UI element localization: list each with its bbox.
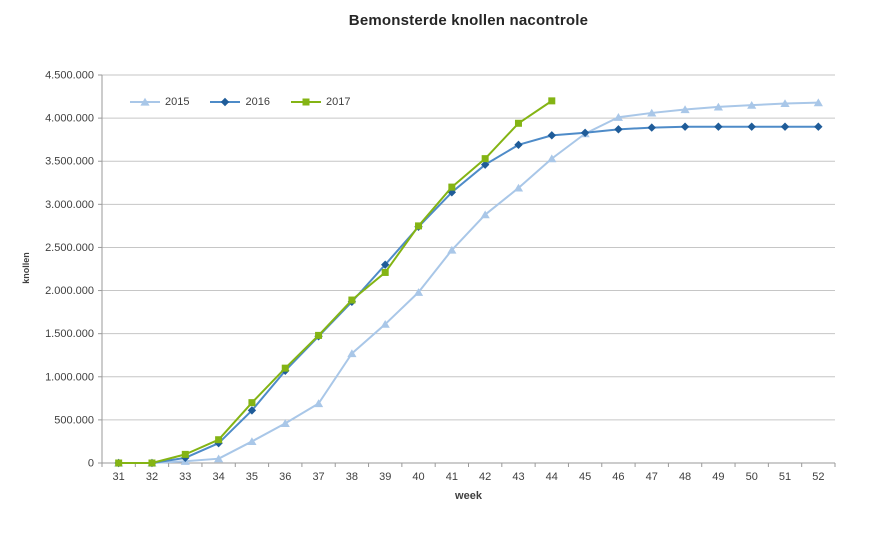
x-tick-label: 36 [279,471,291,483]
series-2016-marker [747,122,756,131]
x-tick-label: 41 [446,471,458,483]
legend: 2015 2016 2017 [130,96,350,108]
series-2016-marker [647,123,656,132]
series-2015-marker [480,210,490,219]
series-2017-marker [548,97,556,105]
series-2015-marker [647,108,657,117]
series-2017-marker [148,459,156,467]
series-2015-marker [780,99,790,108]
series-2016-marker [614,125,623,134]
series-2017-marker [481,155,489,163]
legend-item-2015: 2015 [130,96,189,108]
x-tick-label: 44 [546,471,558,483]
y-tick-label: 1.500.000 [45,328,94,340]
x-tick-label: 38 [346,471,358,483]
chart-title: Bemonsterde knollen nacontrole [348,12,589,29]
series-2017-marker [514,119,522,127]
x-tick-label: 34 [212,471,224,483]
x-tick-label: 33 [179,471,191,483]
series-2015-marker [513,183,524,192]
x-tick-label: 45 [579,471,591,483]
series-2015-marker [613,113,624,121]
series-2015-line [118,101,819,464]
x-tick-label: 50 [746,471,758,483]
series-2016-marker [514,140,523,150]
series-2015-marker [447,245,457,254]
x-tick-label: 37 [312,471,324,483]
legend-item-2016: 2016 [210,96,270,108]
series-2017-marker [381,268,389,276]
legend-marker-diamond-icon [210,97,241,107]
series-2015-marker [813,98,823,107]
legend-item-2017: 2017 [290,96,351,108]
legend-label: 2015 [165,96,190,108]
y-tick-label: 4.000.000 [45,113,94,125]
x-tick-label: 52 [812,471,824,483]
series-2016-marker [714,122,723,131]
series-2016-marker [480,160,490,169]
x-tick-label: 49 [712,471,724,483]
x-tick-label: 32 [146,471,158,483]
x-tick-label: 42 [479,471,491,483]
series-2015-marker [547,154,557,163]
series-2015-marker [247,437,257,446]
series-2016-line [118,125,819,464]
y-tick-label: 3.000.000 [45,199,94,211]
y-axis-title: knollen [21,252,31,284]
x-tick-label: 46 [612,471,624,483]
x-tick-label: 51 [779,471,791,483]
series-2017-marker [415,222,423,230]
series-2015-marker [313,399,324,408]
series-2016-marker [580,128,590,137]
series-2015-marker [713,102,723,111]
series-2017-marker [115,459,123,467]
series-2017-marker [281,364,289,372]
series-2015-marker [347,349,357,358]
x-tick-label: 43 [512,471,524,483]
series-2017-marker [215,436,223,444]
legend-marker-triangle-icon [130,97,160,106]
y-tick-label: 2.500.000 [45,242,94,254]
y-tick-label: 4.500.000 [45,70,94,82]
x-tick-label: 47 [646,471,658,483]
y-tick-label: 1.000.000 [45,371,94,383]
series-2015-marker [413,288,424,296]
y-tick-label: 3.500.000 [45,156,94,168]
x-tick-label: 31 [113,471,125,483]
y-tick-label: 0 [88,458,94,470]
series-2015-marker [280,419,290,427]
y-tick-label: 2.000.000 [45,285,94,297]
legend-label: 2017 [325,96,351,108]
legend-label: 2016 [245,96,270,108]
y-tick-label: 500.000 [54,414,94,426]
x-tick-label: 48 [679,471,691,483]
series-2016-marker [814,122,823,131]
series-2017-marker [181,450,189,458]
series-2016-marker [680,122,690,131]
series-2016-marker [780,122,790,131]
series-2017-marker [348,296,356,304]
series-2017-marker [248,399,256,407]
legend-marker-square-icon [290,98,321,106]
series-2016-marker [381,260,390,269]
series-2017-marker [315,331,323,339]
series-2015-marker [680,105,690,114]
x-tick-label: 35 [246,471,258,483]
x-tick-label: 39 [379,471,391,483]
x-tick-label: 40 [412,471,424,483]
series-2015-marker [747,100,757,109]
series-2017-marker [448,183,456,191]
x-axis-title: week [455,490,482,502]
series-2015-marker [380,319,390,328]
series-2015-marker [214,454,224,463]
series-2016-marker [547,131,556,140]
series-2017-line [118,100,553,464]
series-2016-marker [247,406,257,415]
